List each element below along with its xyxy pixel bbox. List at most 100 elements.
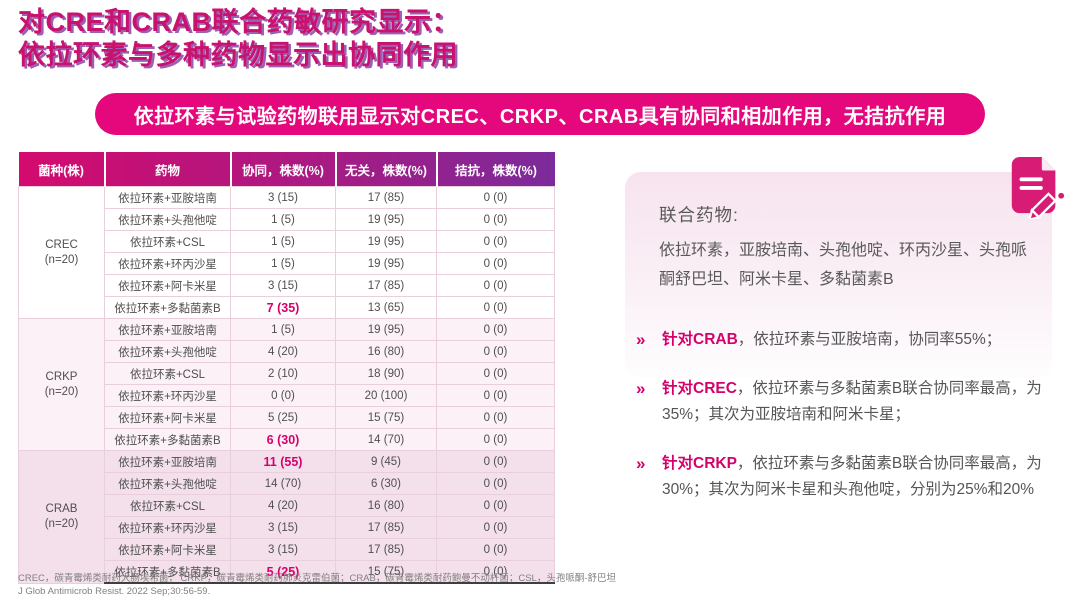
finding-text: 针对CRKP，依拉环素与多黏菌素B联合协同率最高，为30%；其次为阿米卡星和头孢…: [662, 451, 1070, 503]
key-message-banner: 依拉环素与试验药物联用显示对CREC、CRKP、CRAB具有协同和相加作用，无拮…: [95, 93, 985, 135]
drug-cell: 依拉环素+环丙沙星: [104, 252, 231, 275]
unrelated-cell: 19 (95): [335, 318, 437, 341]
drug-cell: 依拉环素+亚胺培南: [104, 450, 231, 473]
synergy-table-header-row: 菌种(株) 药物 协同，株数(%) 无关，株数(%) 拮抗，株数(%): [18, 152, 555, 187]
synergy-cell: 4 (20): [230, 340, 336, 363]
drug-cell: 依拉环素+CSL: [104, 362, 231, 385]
combination-drugs-list: 依拉环素，亚胺培南、头孢他啶、环丙沙星、头孢哌酮舒巴坦、阿米卡星、多黏菌素B: [659, 242, 1028, 288]
column-header: 协同，株数(%): [230, 152, 337, 187]
table-row: 依拉环素+多黏菌素B 5 (25) 15 (75) 0 (0): [19, 560, 555, 584]
antagonism-cell: 0 (0): [436, 560, 555, 584]
table-row: CRAB (n=20) 依拉环素+亚胺培南 11 (55) 9 (45) 0 (0): [18, 450, 555, 584]
drug-cell: 依拉环素+头孢他啶: [104, 340, 231, 363]
unrelated-cell: 19 (95): [335, 252, 437, 275]
table-row: 依拉环素+环丙沙星 3 (15) 17 (85) 0 (0): [19, 516, 555, 539]
unrelated-cell: 16 (80): [335, 340, 437, 363]
antagonism-cell: 0 (0): [436, 230, 555, 253]
antagonism-cell: 0 (0): [436, 252, 555, 275]
unrelated-cell: 13 (65): [335, 296, 437, 319]
synergy-cell: 3 (15): [230, 274, 336, 297]
antagonism-cell: 0 (0): [436, 274, 555, 297]
finding-bullet: » 针对CREC，依拉环素与多黏菌素B联合协同率最高，为35%；其次为亚胺培南和阿…: [636, 376, 1070, 428]
synergy-cell: 5 (25): [230, 406, 336, 429]
drug-cell: 依拉环素+CSL: [104, 230, 231, 253]
combination-drugs-panel: 联合药物: 依拉环素，亚胺培南、头孢他啶、环丙沙星、头孢哌酮舒巴坦、阿米卡星、多…: [625, 172, 1052, 378]
synergy-cell: 1 (5): [230, 230, 336, 253]
drug-cell: 依拉环素+头孢他啶: [104, 208, 231, 231]
unrelated-cell: 19 (95): [335, 208, 437, 231]
antagonism-cell: 0 (0): [436, 472, 555, 495]
unrelated-cell: 20 (100): [335, 384, 437, 407]
species-cell: CRAB (n=20): [18, 450, 105, 584]
synergy-table: 菌种(株) 药物 协同，株数(%) 无关，株数(%) 拮抗，株数(%) CREC (n=2…: [18, 152, 555, 584]
table-row: 依拉环素+环丙沙星 0 (0) 20 (100) 0 (0): [19, 384, 555, 407]
finding-lead: 针对CRKP: [662, 455, 737, 472]
key-message-banner-text: 依拉环素与试验药物联用显示对CREC、CRKP、CRAB具有协同和相加作用，无拮…: [133, 105, 947, 128]
species-cell: CREC (n=20): [18, 186, 105, 319]
drug-cell: 依拉环素+环丙沙星: [104, 516, 231, 539]
table-row: 依拉环素+头孢他啶 14 (70) 6 (30) 0 (0): [19, 472, 555, 495]
antagonism-cell: 0 (0): [436, 340, 555, 363]
antagonism-cell: 0 (0): [436, 208, 555, 231]
document-pencil-icon: [1011, 156, 1065, 219]
page-title-line1: 对CRE和CRAB联合药敏研究显示：: [18, 7, 459, 37]
antagonism-cell: 0 (0): [436, 428, 555, 451]
table-row: CREC (n=20) 依拉环素+亚胺培南 3 (15) 17 (85) 0 (0): [18, 186, 555, 319]
antagonism-cell: 0 (0): [436, 406, 555, 429]
antagonism-cell: 0 (0): [436, 186, 555, 209]
findings-bullet-list: » 针对CRAB，依拉环素与亚胺培南，协同率55%； » 针对CREC ，依拉环素与多黏…: [636, 327, 1070, 503]
table-row: 依拉环素+CSL 2 (10) 18 (90) 0 (0): [19, 362, 555, 385]
finding-lead: 针对CRAB: [662, 331, 738, 348]
synergy-cell: 1 (5): [230, 252, 336, 275]
unrelated-cell: 17 (85): [335, 538, 437, 561]
synergy-cell: 7 (35): [230, 296, 336, 319]
footnote: CREC，碳青霉烯类耐药大肠埃希菌； CRKP，碳青霉烯类耐药肺炎克雷伯菌；CR…: [18, 572, 616, 598]
drug-cell: 依拉环素+亚胺培南: [104, 318, 231, 341]
table-row: 依拉环素+环丙沙星 1 (5) 19 (95) 0 (0): [19, 252, 555, 275]
drug-cell: 依拉环素+亚胺培南: [104, 186, 231, 209]
finding-body: ，依拉环素与多黏菌素B联合协同率最高，为30%；其次为阿米卡星和头孢他啶，分别为…: [662, 455, 1042, 498]
synergy-table-container: 菌种(株) 药物 协同，株数(%) 无关，株数(%) 拮抗，株数(%) CREC (n=2…: [18, 152, 555, 584]
synergy-cell: 3 (15): [230, 186, 336, 209]
synergy-cell: 5 (25): [230, 560, 336, 584]
synergy-cell: 14 (70): [230, 472, 336, 495]
synergy-cell: 1 (5): [230, 208, 336, 231]
drug-cell: 依拉环素+多黏菌素B: [104, 296, 231, 319]
combination-drugs-heading: 联合药物:: [659, 205, 739, 225]
unrelated-cell: 17 (85): [335, 186, 437, 209]
synergy-cell: 4 (20): [230, 494, 336, 517]
finding-bullet: » 针对CRAB，依拉环素与亚胺培南，协同率55%；: [636, 327, 1070, 353]
antagonism-cell: 0 (0): [436, 450, 555, 473]
drug-cell: 依拉环素+CSL: [104, 494, 231, 517]
finding-body: ，依拉环素与亚胺培南，协同率55%；: [737, 331, 1002, 348]
table-row: 依拉环素+阿卡米星 5 (25) 15 (75) 0 (0): [19, 406, 555, 429]
chevron-bullet-icon: »: [636, 379, 645, 398]
unrelated-cell: 17 (85): [335, 516, 437, 539]
column-header: 拮抗，株数(%): [455, 163, 537, 178]
synergy-cell: 3 (15): [230, 516, 336, 539]
synergy-cell: 0 (0): [230, 384, 336, 407]
unrelated-cell: 17 (85): [335, 274, 437, 297]
unrelated-cell: 18 (90): [335, 362, 437, 385]
column-header: 无关，株数(%): [335, 152, 438, 187]
chevron-bullet-icon: »: [636, 454, 645, 473]
antagonism-cell: 0 (0): [436, 538, 555, 561]
table-row: CRKP (n=20) 依拉环素+亚胺培南 1 (5) 19 (95) 0 (0): [18, 318, 555, 451]
table-row: 依拉环素+头孢他啶 1 (5) 19 (95) 0 (0): [19, 208, 555, 231]
table-row: 依拉环素+多黏菌素B 6 (30) 14 (70) 0 (0): [19, 428, 555, 451]
antagonism-cell: 0 (0): [436, 318, 555, 341]
drug-cell: 依拉环素+多黏菌素B: [104, 560, 231, 584]
page-title: 对CRE和CRAB联合药敏研究显示： 依拉环素与多种药物显示出协同作用: [18, 6, 459, 72]
antagonism-cell: 0 (0): [436, 384, 555, 407]
finding-bullet: » 针对CRKP，依拉环素与多黏菌素B联合协同率最高，为30%；其次为阿米卡星和头…: [636, 451, 1070, 503]
finding-text: 针对CRAB，依拉环素与亚胺培南，协同率55%；: [662, 327, 1001, 353]
table-row: 依拉环素+头孢他啶 4 (20) 16 (80) 0 (0): [19, 340, 555, 363]
drug-cell: 依拉环素+阿卡米星: [104, 406, 231, 429]
table-row: 依拉环素+阿卡米星 3 (15) 17 (85) 0 (0): [19, 274, 555, 297]
synergy-table-body: CREC (n=20) 依拉环素+亚胺培南 3 (15) 17 (85) 0 (0) 依拉环…: [18, 186, 555, 584]
drug-cell: 依拉环素+多黏菌素B: [104, 428, 231, 451]
unrelated-cell: 9 (45): [335, 450, 437, 473]
drug-cell: 依拉环素+阿卡米星: [104, 274, 231, 297]
chevron-bullet-icon: »: [636, 330, 645, 349]
finding-lead: 针对CREC: [662, 380, 737, 397]
